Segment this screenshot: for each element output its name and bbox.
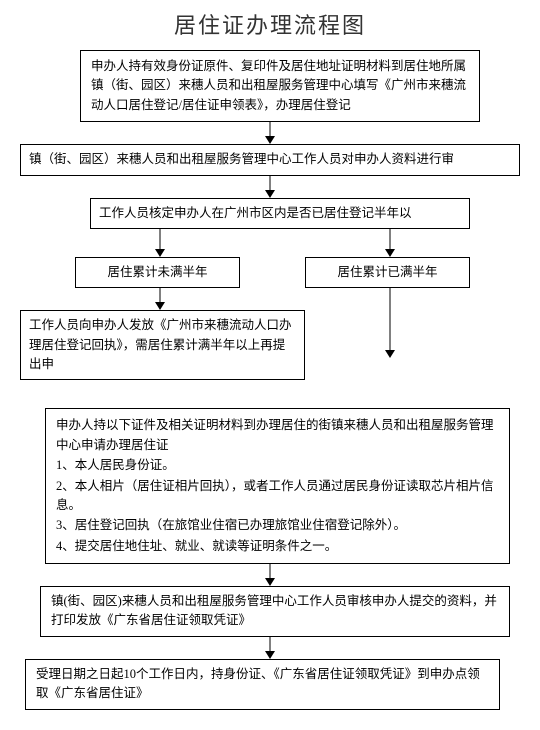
step-2-text: 镇（街、园区）来穗人员和出租屋服务管理中心工作人员对申办人资料进行审 <box>29 152 454 166</box>
step-4-left: 工作人员向申办人发放《广州市来穗流动人口办理居住登记回执》，需居住累计满半年以上… <box>20 310 305 380</box>
step-5-item-3: 3、居住登记回执（在旅馆业住宿已办理旅馆业住宿登记除外）。 <box>56 516 499 535</box>
step-7-collect: 受理日期之日起10个工作日内，持身份证、《广东省居住证领取凭证》到申办点领取《广… <box>25 659 500 710</box>
step-3-text: 工作人员核定申办人在广州市区内是否已居住登记半年以 <box>99 206 412 220</box>
step-5-intro: 申办人持以下证件及相关证明材料到办理居住的街镇来穗人员和出租屋服务管理中心申请办… <box>56 416 499 455</box>
arrow-2-3 <box>260 176 280 198</box>
step-2-review: 镇（街、园区）来穗人员和出租屋服务管理中心工作人员对申办人资料进行审 <box>20 144 520 175</box>
step-6-text: 镇(街、园区)来穗人员和出租屋服务管理中心工作人员审核申办人提交的资料，并打印发… <box>51 594 497 627</box>
branch-row: 居住累计未满半年 居住累计已满半年 <box>20 257 520 288</box>
step-1-text: 申办人持有效身份证原件、复印件及居住地址证明材料到居住地所属镇（街、园区）来穗人… <box>91 59 466 112</box>
step-4-left-text: 工作人员向申办人发放《广州市来穗流动人口办理居住登记回执》，需居住累计满半年以上… <box>29 318 292 371</box>
branch-right-text: 居住累计已满半年 <box>337 265 437 279</box>
flowchart-container: 居住证办理流程图 申办人持有效身份证原件、复印件及居住地址证明材料到居住地所属镇… <box>0 0 540 730</box>
branch-left-text: 居住累计未满半年 <box>107 265 207 279</box>
step-7-text: 受理日期之日起10个工作日内，持身份证、《广东省居住证领取凭证》到申办点领取《广… <box>36 667 480 700</box>
arrow-1-2 <box>260 122 280 144</box>
step-3-verify: 工作人员核定申办人在广州市区内是否已居住登记半年以 <box>90 198 470 229</box>
branch-right-box: 居住累计已满半年 <box>305 257 470 288</box>
step-5-item-2: 2、本人相片（居住证相片回执），或者工作人员通过居民身份证读取芯片相片信息。 <box>56 477 499 516</box>
page-title: 居住证办理流程图 <box>20 8 520 40</box>
branch-left-box: 居住累计未满半年 <box>75 257 240 288</box>
split-connector <box>20 229 520 257</box>
step-6-audit: 镇(街、园区)来穗人员和出租屋服务管理中心工作人员审核申办人提交的资料，并打印发… <box>40 586 510 637</box>
branch-arrows <box>20 288 520 310</box>
step-1-register: 申办人持有效身份证原件、复印件及居住地址证明材料到居住地所属镇（街、园区）来穗人… <box>80 50 480 122</box>
right-passthrough <box>375 288 405 358</box>
step-5-item-1: 1、本人居民身份证。 <box>56 456 499 475</box>
arrow-6-7 <box>260 637 280 659</box>
arrow-5-6 <box>260 564 280 586</box>
step-5-item-4: 4、提交居住地住址、就业、就读等证明条件之一。 <box>56 537 499 556</box>
step-5-apply: 申办人持以下证件及相关证明材料到办理居住的街镇来穗人员和出租屋服务管理中心申请办… <box>45 408 510 564</box>
